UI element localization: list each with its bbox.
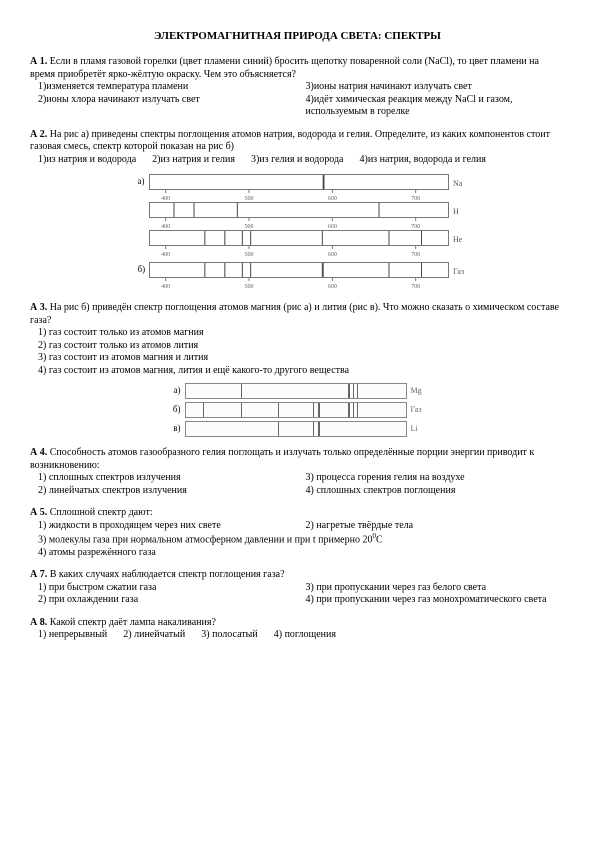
opt: 4) поглощения bbox=[274, 629, 336, 642]
opt: 1) жидкости в проходящем через них свете bbox=[30, 520, 298, 533]
opt: 2) при охлаждении газа bbox=[30, 594, 298, 607]
svg-text:600: 600 bbox=[327, 224, 336, 230]
opt: 1) сплошных спектров излучения bbox=[30, 472, 298, 485]
question-a8: А 8. Какой спектр даёт лампа накаливания… bbox=[30, 617, 565, 642]
question-a7: А 7. В каких случаях наблюдается спектр … bbox=[30, 569, 565, 607]
stem: Способность атомов газообразного гелия п… bbox=[30, 447, 534, 471]
question-a2: А 2. На рис а) приведены спектры поглоще… bbox=[30, 129, 565, 291]
svg-text:He: He bbox=[453, 235, 463, 244]
stem: Какой спектр даёт лампа накаливания? bbox=[47, 617, 216, 628]
svg-text:600: 600 bbox=[327, 252, 336, 258]
opt: 3) газ состоит из атомов магния и лития bbox=[38, 352, 565, 365]
svg-text:700: 700 bbox=[411, 252, 420, 258]
opt: 2)ионы хлора начинают излучать свет bbox=[30, 94, 298, 119]
svg-text:500: 500 bbox=[245, 284, 254, 290]
svg-text:600: 600 bbox=[328, 284, 337, 290]
opt: 1)из натрия и водорода bbox=[38, 154, 136, 167]
qnum: А 4. bbox=[30, 447, 47, 458]
svg-text:H: H bbox=[453, 207, 459, 216]
page-title: ЭЛЕКТРОМАГНИТНАЯ ПРИРОДА СВЕТА: СПЕКТРЫ bbox=[30, 30, 565, 42]
opt: 4)идёт химическая реакция между NaCl и г… bbox=[298, 94, 566, 119]
svg-text:500: 500 bbox=[244, 252, 253, 258]
qnum: А 3. bbox=[30, 302, 47, 313]
figure-a2: а)400500600700Na400500600700H40050060070… bbox=[138, 174, 458, 290]
opt: 3) полосатый bbox=[201, 629, 257, 642]
question-a4: А 4. Способность атомов газообразного ге… bbox=[30, 447, 565, 497]
figure-a3: а)Mgб)Газв)Li bbox=[30, 383, 565, 437]
svg-text:400: 400 bbox=[161, 196, 170, 202]
opt: 4) атомы разрежённого газа bbox=[30, 547, 565, 560]
t: 3) молекулы газа при нормальном атмосфер… bbox=[38, 534, 372, 545]
opt: 3)из гелия и водорода bbox=[251, 154, 344, 167]
svg-text:700: 700 bbox=[411, 196, 420, 202]
stem: Сплошной спектр дают: bbox=[47, 507, 152, 518]
opt: 3) молекулы газа при нормальном атмосфер… bbox=[30, 532, 565, 547]
opt: 1) непрерывный bbox=[38, 629, 107, 642]
qnum: А 8. bbox=[30, 617, 47, 628]
opt: 2) линейчатый bbox=[123, 629, 185, 642]
opt: 4) при пропускании через газ монохромати… bbox=[298, 594, 566, 607]
svg-text:Газ: Газ bbox=[453, 267, 464, 276]
svg-text:500: 500 bbox=[244, 196, 253, 202]
svg-text:400: 400 bbox=[161, 252, 170, 258]
svg-text:500: 500 bbox=[244, 224, 253, 230]
svg-text:700: 700 bbox=[411, 284, 420, 290]
opt: 2)из натрия и гелия bbox=[152, 154, 235, 167]
svg-text:400: 400 bbox=[161, 284, 170, 290]
opt: 2) линейчатых спектров излучения bbox=[30, 485, 298, 498]
opt: 1)изменяется температура пламени bbox=[30, 81, 298, 94]
opt: 3) процесса горения гелия на воздухе bbox=[298, 472, 566, 485]
opt: 4) сплошных спектров поглощения bbox=[298, 485, 566, 498]
opt: 1) при быстром сжатии газа bbox=[30, 582, 298, 595]
qnum: А 7. bbox=[30, 569, 47, 580]
opt: 1) газ состоит только из атомов магния bbox=[38, 327, 565, 340]
question-a3: А 3. На рис б) приведён спектр поглощени… bbox=[30, 302, 565, 437]
svg-text:700: 700 bbox=[411, 224, 420, 230]
stem: На рис а) приведены спектры поглощения а… bbox=[30, 129, 550, 153]
opt: 4) газ состоит из атомов магния, лития и… bbox=[38, 365, 565, 378]
qnum: А 5. bbox=[30, 507, 47, 518]
question-a1: А 1. Если в пламя газовой горелки (цвет … bbox=[30, 56, 565, 119]
opt: 2) газ состоит только из атомов лития bbox=[38, 340, 565, 353]
svg-text:Na: Na bbox=[453, 179, 463, 188]
question-a5: А 5. Сплошной спектр дают: 1) жидкости в… bbox=[30, 507, 565, 559]
stem: На рис б) приведён спектр поглощения ато… bbox=[30, 302, 559, 326]
opt: 3)ионы натрия начинают излучать свет bbox=[298, 81, 566, 94]
stem: В каких случаях наблюдается спектр погло… bbox=[47, 569, 284, 580]
opt: 4)из натрия, водорода и гелия bbox=[360, 154, 487, 167]
svg-text:600: 600 bbox=[327, 196, 336, 202]
svg-text:400: 400 bbox=[161, 224, 170, 230]
opt: 3) при пропускании через газ белого свет… bbox=[298, 582, 566, 595]
stem: Если в пламя газовой горелки (цвет пламе… bbox=[30, 56, 539, 80]
qnum: А 2. bbox=[30, 129, 47, 140]
opt: 2) нагретые твёрдые тела bbox=[298, 520, 566, 533]
qnum: А 1. bbox=[30, 56, 47, 67]
t: С bbox=[376, 534, 383, 545]
